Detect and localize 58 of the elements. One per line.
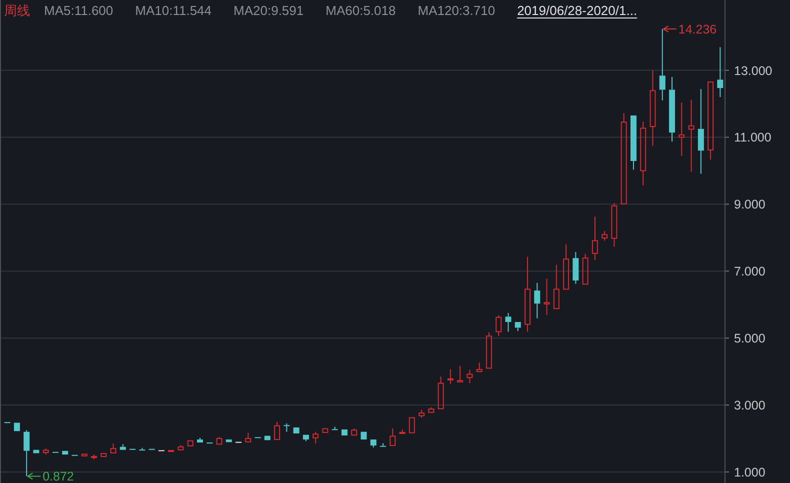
candlestick (14, 422, 20, 432)
candlestick (370, 439, 376, 448)
candlestick (438, 376, 444, 410)
annotation: MA20:9.591 (234, 3, 304, 18)
annotation: MA5:11.600 (44, 3, 114, 18)
candlestick (187, 440, 194, 446)
candlestick (572, 252, 579, 284)
y-tick-label: 9.000 (734, 198, 766, 212)
y-tick-label: 13.000 (734, 64, 772, 78)
annotation: MA60:5.018 (326, 3, 396, 18)
candlestick (630, 115, 636, 170)
candlestick (650, 70, 656, 146)
candlestick (341, 429, 348, 436)
candlestick (659, 28, 666, 101)
candlestick (380, 442, 386, 447)
candlestick (81, 454, 88, 456)
candlestick (62, 450, 68, 455)
candlestick (457, 365, 464, 382)
candlestick (274, 421, 280, 440)
annotation: MA120:3.710 (418, 3, 496, 18)
candlestick (322, 428, 328, 433)
candlestick (476, 362, 482, 372)
annotation: MA10:11.544 (135, 3, 212, 18)
candlestick (360, 432, 367, 440)
y-tick-label: 11.000 (734, 130, 772, 145)
candlestick (678, 102, 685, 156)
annotation: 0.872 (42, 470, 74, 483)
candlestick (611, 202, 618, 248)
candlestick (100, 453, 107, 458)
annotation: 14.236 (678, 22, 717, 36)
candlestick (408, 417, 415, 434)
candlestick (120, 444, 126, 450)
candlestick (505, 312, 512, 332)
candlestick (524, 256, 531, 332)
candlestick (698, 88, 704, 174)
annotation: 2019/06/28-2020/1... (517, 3, 638, 18)
candlestick (33, 450, 40, 454)
y-tick-label: 7.000 (734, 264, 766, 279)
y-tick-label: 3.000 (734, 398, 766, 413)
candlestick (390, 428, 396, 446)
candlestick (620, 112, 627, 204)
candlestick (582, 253, 588, 285)
candlestick (24, 430, 30, 477)
candlestick (563, 244, 570, 290)
candlestick (264, 436, 270, 440)
candlestick (544, 278, 550, 316)
candlestick (226, 439, 232, 442)
chart-title: 周线 (4, 3, 30, 18)
candlestick (110, 443, 116, 454)
candlestick (293, 427, 300, 434)
candlestick (553, 264, 560, 310)
candlestick (669, 76, 676, 142)
candlestick (534, 282, 540, 319)
y-tick-label: 1.000 (734, 465, 766, 480)
candlestick (708, 82, 714, 160)
candlestick (688, 99, 694, 172)
y-tick-label: 5.000 (734, 332, 766, 346)
candlestick (717, 46, 724, 98)
